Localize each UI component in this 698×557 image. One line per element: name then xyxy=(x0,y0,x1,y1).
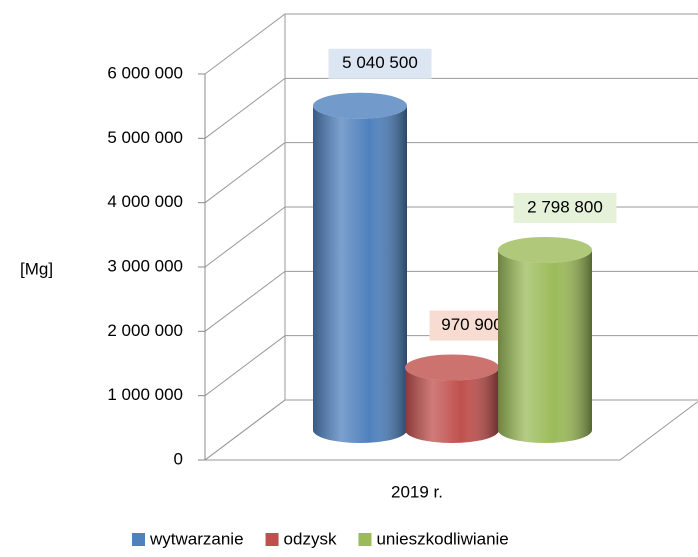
legend-swatch xyxy=(132,533,145,546)
y-tick-label: 4 000 000 xyxy=(107,192,183,211)
value-label-box xyxy=(328,48,432,79)
legend-swatch xyxy=(358,533,372,546)
y-tick-label: 2 000 000 xyxy=(107,321,183,340)
grid-line xyxy=(204,206,698,268)
bar-shading xyxy=(498,249,592,443)
bar-top xyxy=(405,354,499,381)
legend-label: unieszkodliwianie xyxy=(376,529,508,548)
grid-line xyxy=(204,13,698,75)
bar-top-shading xyxy=(498,236,592,263)
y-tick-label: 5 000 000 xyxy=(107,128,183,147)
bar-top xyxy=(498,236,592,263)
bar-top xyxy=(313,92,407,119)
bar-top-shading xyxy=(313,92,407,119)
bar-shading xyxy=(405,367,499,443)
value-label: 2 798 800 xyxy=(527,197,603,216)
legend-swatch xyxy=(265,533,279,546)
bar-shading xyxy=(313,105,407,443)
y-tick-label: 3 000 000 xyxy=(107,256,183,275)
y-tick-label: 0 xyxy=(174,449,183,468)
y-axis-label: [Mg] xyxy=(20,259,53,278)
bar-top-shading xyxy=(405,354,499,381)
grid-line xyxy=(204,142,698,204)
y-tick-label: 1 000 000 xyxy=(107,385,183,404)
value-label: 970 900 xyxy=(441,315,502,334)
legend-label: wytwarzanie xyxy=(149,529,244,548)
y-tick-label: 6 000 000 xyxy=(107,63,183,82)
x-tick-label: 2019 r. xyxy=(391,482,443,501)
value-label: 5 040 500 xyxy=(342,53,418,72)
value-label-box xyxy=(513,192,617,223)
legend-label: odzysk xyxy=(284,529,337,548)
grid-line xyxy=(204,77,698,139)
